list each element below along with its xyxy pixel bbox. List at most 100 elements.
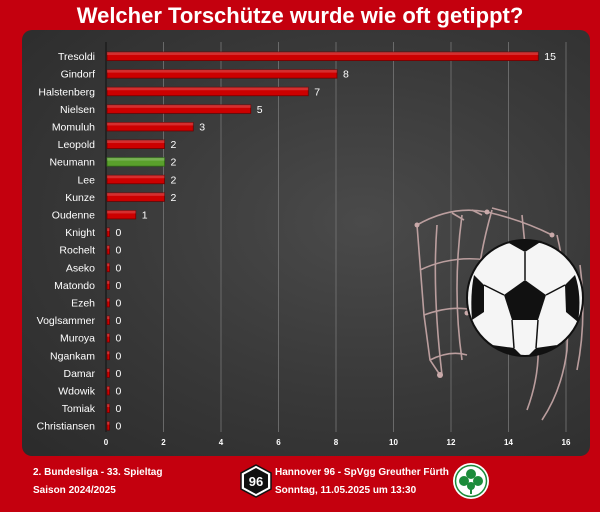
bar-highlight-sheen <box>107 263 110 267</box>
value-label: 0 <box>116 262 122 274</box>
bar-halstenberg <box>106 86 309 97</box>
value-label: 0 <box>116 403 122 415</box>
bar-ezeh <box>106 298 110 308</box>
bar-highlight-sheen <box>107 157 165 161</box>
category-label: Matondo <box>54 280 95 292</box>
bar-muroya <box>106 333 110 343</box>
bar-highlight-sheen <box>107 368 110 372</box>
value-label: 2 <box>171 157 177 169</box>
value-label: 0 <box>116 245 122 257</box>
x-tick-label: 0 <box>104 438 109 447</box>
bar-neumann <box>106 157 165 167</box>
x-tick-label: 4 <box>219 438 224 447</box>
value-label: 0 <box>116 350 122 362</box>
chart-title: Welcher Torschütze wurde wie oft getippt… <box>76 3 524 28</box>
value-label: 0 <box>116 280 122 292</box>
x-tick-label: 16 <box>562 438 571 447</box>
value-label: 2 <box>171 139 177 151</box>
bar-lee <box>106 174 165 185</box>
category-label: Rochelt <box>59 245 95 257</box>
bar-leopold <box>106 139 165 149</box>
x-tick-label: 10 <box>389 438 398 447</box>
bar-highlight-sheen <box>107 192 165 196</box>
bar-matondo <box>106 280 110 290</box>
category-label: Tomiak <box>62 403 96 415</box>
x-tick-label: 8 <box>334 438 339 447</box>
bar-nielsen <box>106 104 252 114</box>
value-label: 0 <box>116 421 122 433</box>
category-label: Neumann <box>49 157 95 169</box>
value-label: 7 <box>314 86 320 98</box>
hannover-96-logo: 96 <box>240 464 272 498</box>
bar-oudenne <box>106 210 137 220</box>
bar-knight <box>106 227 110 237</box>
bar-wdowik <box>106 386 110 396</box>
value-label: 0 <box>116 333 122 345</box>
value-label: 5 <box>257 104 263 116</box>
bar-aseko <box>106 262 110 273</box>
category-label: Wdowik <box>58 386 96 398</box>
category-label: Oudenne <box>52 210 95 222</box>
value-label: 2 <box>171 174 177 186</box>
bar-highlight-sheen <box>107 140 165 144</box>
value-label: 1 <box>142 210 148 222</box>
x-tick-label: 14 <box>504 438 513 447</box>
category-label: Damar <box>63 368 95 380</box>
bar-highlight-sheen <box>107 404 110 408</box>
bar-highlight-sheen <box>107 104 251 108</box>
bar-highlight-sheen <box>107 351 110 355</box>
value-label: 3 <box>199 122 205 134</box>
bar-highlight-sheen <box>107 333 110 337</box>
value-label: 0 <box>116 227 122 239</box>
match-datetime: Sonntag, 11.05.2025 um 13:30 <box>275 485 417 496</box>
x-tick-label: 12 <box>447 438 456 447</box>
value-label: 0 <box>116 315 122 327</box>
category-label: Tresoldi <box>58 51 95 63</box>
bar-christiansen <box>106 421 110 431</box>
category-label: Halstenberg <box>38 86 95 98</box>
x-tick-label: 2 <box>161 438 166 447</box>
bar-kunze <box>106 192 165 202</box>
bar-momuluh <box>106 122 194 132</box>
bar-highlight-sheen <box>107 421 110 425</box>
category-label: Leopold <box>58 139 96 151</box>
category-label: Lee <box>77 174 95 186</box>
category-label: Muroya <box>60 333 95 345</box>
season-label: Saison 2024/2025 <box>33 485 116 496</box>
bar-highlight-sheen <box>107 316 110 320</box>
bar-ngankam <box>106 350 110 361</box>
x-tick-label: 6 <box>276 438 281 447</box>
bar-highlight-sheen <box>107 245 110 249</box>
bar-highlight-sheen <box>107 228 110 232</box>
value-label: 8 <box>343 69 349 81</box>
hannover-logo-text: 96 <box>249 474 263 489</box>
category-label: Christiansen <box>37 421 96 433</box>
value-label: 0 <box>116 298 122 310</box>
value-label: 15 <box>544 51 556 63</box>
bar-highlight-sheen <box>107 280 110 284</box>
bar-voglsammer <box>106 315 110 325</box>
category-label: Knight <box>65 227 95 239</box>
soccer-ball-net-illustration <box>414 207 584 421</box>
bar-gindorf <box>106 69 338 79</box>
value-label: 2 <box>171 192 177 204</box>
bar-highlight-sheen <box>107 298 110 302</box>
bar-highlight-sheen <box>107 87 309 91</box>
category-label: Aseko <box>66 262 95 274</box>
category-label: Ngankam <box>50 350 95 362</box>
bar-highlight-sheen <box>107 122 194 126</box>
league-label: 2. Bundesliga - 33. Spieltag <box>33 467 163 478</box>
category-label: Kunze <box>65 192 95 204</box>
bar-damar <box>106 368 110 378</box>
bar-tomiak <box>106 403 110 413</box>
category-label: Gindorf <box>61 69 96 81</box>
bar-highlight-sheen <box>107 210 136 214</box>
greuther-fuerth-clover-logo <box>453 463 489 499</box>
category-label: Ezeh <box>71 298 95 310</box>
category-label: Momuluh <box>52 122 95 134</box>
bar-rochelt <box>106 245 110 255</box>
category-label: Voglsammer <box>37 315 96 327</box>
bar-highlight-sheen <box>107 52 539 56</box>
match-label: Hannover 96 - SpVgg Greuther Fürth <box>275 467 449 478</box>
